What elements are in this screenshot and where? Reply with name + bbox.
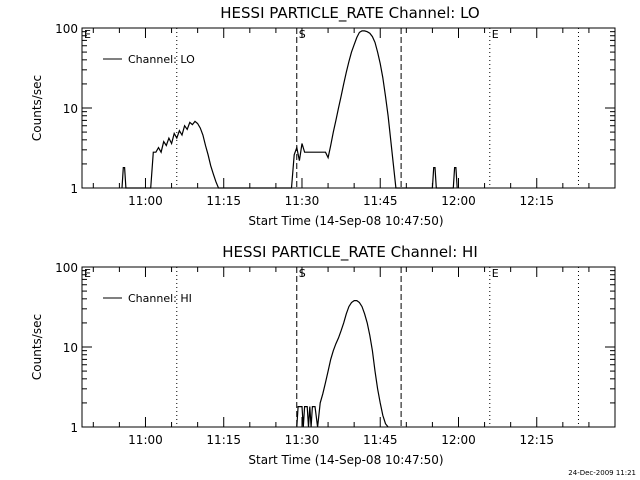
series-line (121, 30, 458, 189)
y-tick-label: 1 (70, 182, 78, 196)
x-tick-label: 12:15 (519, 433, 554, 447)
x-ticks: 11:00 11:15 11:30 11:45 12:00 12:15 (92, 267, 616, 447)
marker-label: S (299, 267, 306, 280)
x-axis-label: Start Time (14-Sep-08 10:47:50) (248, 214, 443, 228)
marker-label: E (492, 28, 499, 41)
chart-panel-lo: HESSI PARTICLE_RATE Channel: LO Counts/s… (30, 4, 616, 228)
y-ticks: 1 10 100 (55, 261, 615, 435)
x-axis-label: Start Time (14-Sep-08 10:47:50) (248, 453, 443, 467)
series-line (296, 300, 389, 428)
x-tick-label: 11:45 (363, 433, 398, 447)
chart-title: HESSI PARTICLE_RATE Channel: LO (220, 4, 479, 23)
marker-label: S (299, 28, 306, 41)
plot-frame (81, 27, 616, 189)
y-tick-label: 10 (63, 341, 78, 355)
y-tick-label: 100 (55, 22, 78, 36)
plot-frame (81, 266, 616, 428)
x-tick-label: 12:15 (519, 194, 554, 208)
marker-label: E (84, 267, 91, 280)
chart-panel-hi: HESSI PARTICLE_RATE Channel: HI Counts/s… (30, 243, 616, 467)
timestamp-footer: 24-Dec-2009 11:21 (568, 469, 636, 477)
y-axis-label: Counts/sec (30, 75, 44, 141)
series-group (121, 30, 458, 189)
y-ticks: 1 10 100 (55, 22, 615, 196)
legend-label: Channel: HI (128, 292, 192, 305)
x-tick-label: 11:45 (363, 194, 398, 208)
x-tick-label: 11:00 (128, 194, 163, 208)
x-tick-label: 11:15 (206, 194, 241, 208)
legend-label: Channel: LO (128, 53, 195, 66)
x-tick-label: 12:00 (441, 433, 476, 447)
series-group (296, 300, 389, 428)
y-tick-label: 100 (55, 261, 78, 275)
chart-title: HESSI PARTICLE_RATE Channel: HI (222, 243, 478, 262)
x-tick-label: 11:30 (285, 433, 320, 447)
y-axis-label: Counts/sec (30, 314, 44, 380)
x-tick-label: 12:00 (441, 194, 476, 208)
marker-label: E (492, 267, 499, 280)
y-tick-label: 1 (70, 421, 78, 435)
legend: Channel: LO (103, 53, 195, 66)
x-tick-label: 11:15 (206, 433, 241, 447)
marker-label: E (84, 28, 91, 41)
legend: Channel: HI (103, 292, 192, 305)
x-ticks: 11:00 11:15 11:30 11:45 12:00 12:15 (92, 28, 616, 208)
y-tick-label: 10 (63, 102, 78, 116)
x-tick-label: 11:00 (128, 433, 163, 447)
x-tick-label: 11:30 (285, 194, 320, 208)
